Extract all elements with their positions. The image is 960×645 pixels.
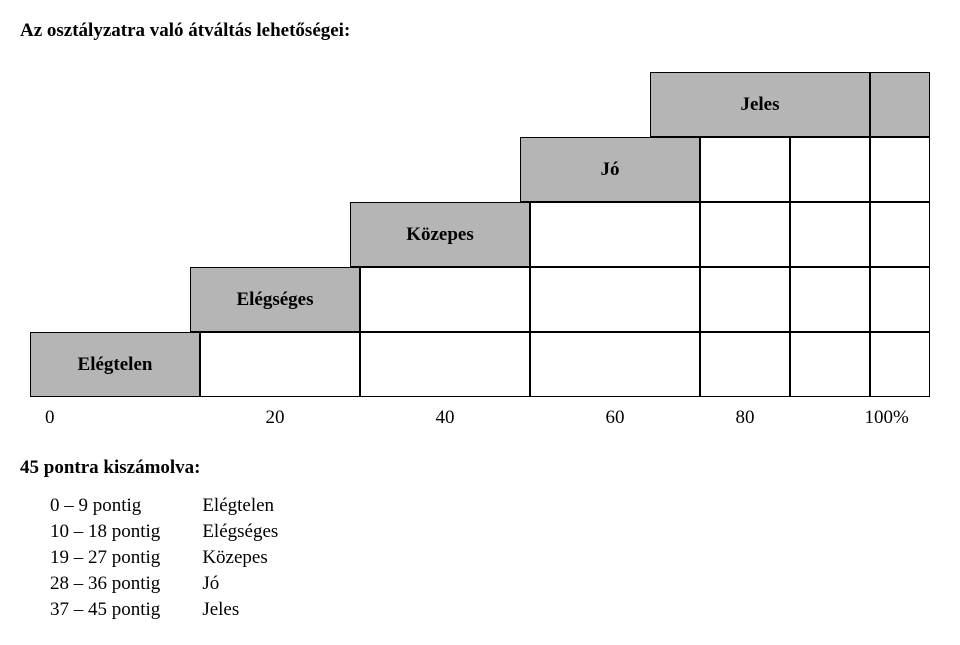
step-label: Jeles [740,94,779,116]
step-3: Elégséges [190,267,360,332]
empty-cell [870,137,930,202]
legend-range: 28 – 36 pontig [20,571,172,597]
sub-heading: 45 pontra kiszámolva: [20,457,940,479]
step-4: Elégtelen [30,332,200,397]
legend-grade: Jeles [172,597,290,623]
legend-grade: Elégséges [172,519,290,545]
empty-cell [870,202,930,267]
empty-cell [700,267,790,332]
empty-cell [790,137,870,202]
empty-cell [700,202,790,267]
grade-step-chart: Jeles Jó Közepes Elégséges Elégtelen 0 20 40 60 8… [30,72,930,437]
empty-cell [360,267,530,332]
empty-cell [700,137,790,202]
empty-cell [530,202,700,267]
step-label: Jó [601,159,620,181]
empty-cell [790,267,870,332]
legend-range: 0 – 9 pontig [20,493,172,519]
page-title: Az osztályzatra való átváltás lehetősége… [20,20,940,42]
empty-cell [530,332,700,397]
legend-range: 10 – 18 pontig [20,519,172,545]
legend-grade: Közepes [172,545,290,571]
legend-range: 37 – 45 pontig [20,597,172,623]
step-label: Elégséges [236,289,313,311]
empty-cell [790,202,870,267]
legend-row: 10 – 18 pontigElégséges [20,519,290,545]
legend-row: 28 – 36 pontigJó [20,571,290,597]
empty-cell [360,332,530,397]
legend-table: 0 – 9 pontigElégtelen10 – 18 pontigElégs… [20,493,290,623]
step-2: Közepes [350,202,530,267]
empty-cell [200,332,360,397]
axis-tick-label: 20 [266,407,285,429]
step-label: Elégtelen [78,354,153,376]
legend-row: 19 – 27 pontigKözepes [20,545,290,571]
axis-tick-label: 40 [436,407,455,429]
empty-cell [790,332,870,397]
axis-tick-label: 80 [736,407,755,429]
legend-row: 0 – 9 pontigElégtelen [20,493,290,519]
step-1: Jó [520,137,700,202]
empty-cell [700,332,790,397]
axis-tick-label: 60 [606,407,625,429]
step-extension-0 [870,72,930,137]
empty-cell [530,267,700,332]
axis-tick-label: 100% [865,407,909,429]
legend-range: 19 – 27 pontig [20,545,172,571]
step-label: Közepes [406,224,474,246]
step-0: Jeles [650,72,870,137]
legend-grade: Jó [172,571,290,597]
legend-row: 37 – 45 pontigJeles [20,597,290,623]
empty-cell [870,332,930,397]
empty-cell [870,267,930,332]
axis-tick-label: 0 [45,407,55,429]
legend-grade: Elégtelen [172,493,290,519]
